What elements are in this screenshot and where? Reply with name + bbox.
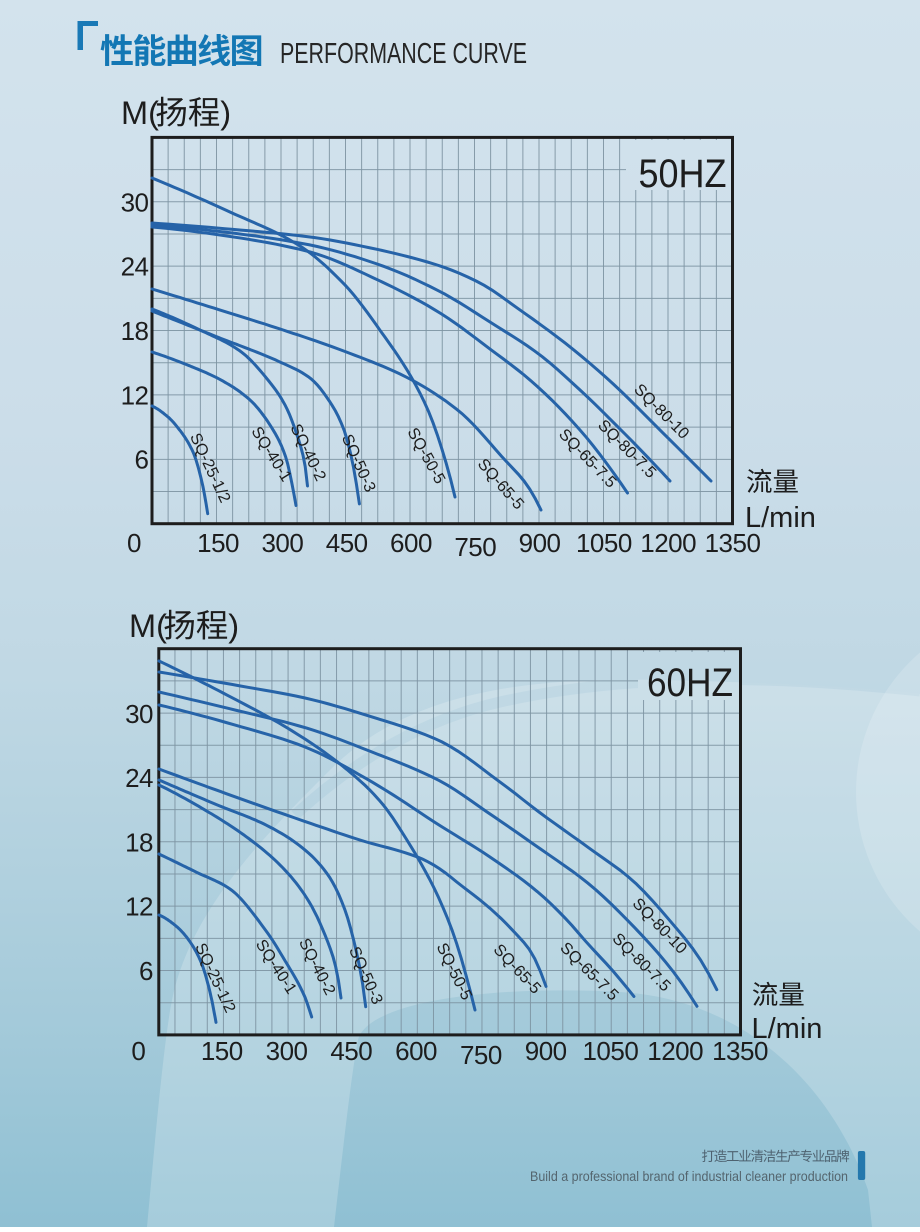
svg-text:6: 6 [139, 956, 153, 986]
svg-text:0: 0 [131, 1036, 145, 1066]
svg-text:1200: 1200 [647, 1036, 703, 1066]
svg-text:): ) [220, 95, 231, 131]
svg-text:): ) [228, 608, 239, 644]
svg-text:150: 150 [201, 1036, 243, 1066]
svg-text:18: 18 [121, 316, 149, 346]
svg-text:L/min: L/min [752, 1013, 823, 1045]
svg-text:1050: 1050 [576, 528, 632, 558]
svg-text:0: 0 [127, 528, 141, 558]
svg-text:450: 450 [326, 528, 368, 558]
svg-text:6: 6 [135, 445, 149, 475]
svg-text:1050: 1050 [582, 1036, 638, 1066]
svg-text:24: 24 [125, 763, 153, 793]
svg-text:30: 30 [125, 699, 153, 729]
svg-text:24: 24 [121, 252, 149, 282]
svg-text:60HZ: 60HZ [647, 661, 733, 705]
svg-text:18: 18 [125, 827, 153, 857]
svg-text:M(: M( [129, 608, 167, 644]
svg-text:12: 12 [125, 892, 153, 922]
svg-text:900: 900 [525, 1036, 567, 1066]
svg-text:750: 750 [460, 1040, 502, 1070]
svg-text:50HZ: 50HZ [639, 152, 727, 196]
svg-text:750: 750 [454, 532, 496, 562]
svg-text:600: 600 [395, 1036, 437, 1066]
svg-text:M(: M( [121, 95, 159, 131]
svg-text:12: 12 [121, 380, 149, 410]
svg-text:30: 30 [121, 187, 149, 217]
svg-text:1200: 1200 [640, 528, 696, 558]
svg-text:L/min: L/min [745, 502, 816, 534]
svg-text:PERFORMANCE CURVE: PERFORMANCE CURVE [280, 38, 527, 70]
svg-text:300: 300 [261, 528, 303, 558]
svg-text:Build a professional brand of: Build a professional brand of industrial… [530, 1168, 848, 1184]
svg-text:1350: 1350 [712, 1036, 768, 1066]
svg-text:900: 900 [519, 528, 561, 558]
svg-text:450: 450 [330, 1036, 372, 1066]
svg-text:600: 600 [390, 528, 432, 558]
svg-text:150: 150 [197, 528, 239, 558]
svg-text:300: 300 [266, 1036, 308, 1066]
svg-text:1350: 1350 [705, 528, 761, 558]
